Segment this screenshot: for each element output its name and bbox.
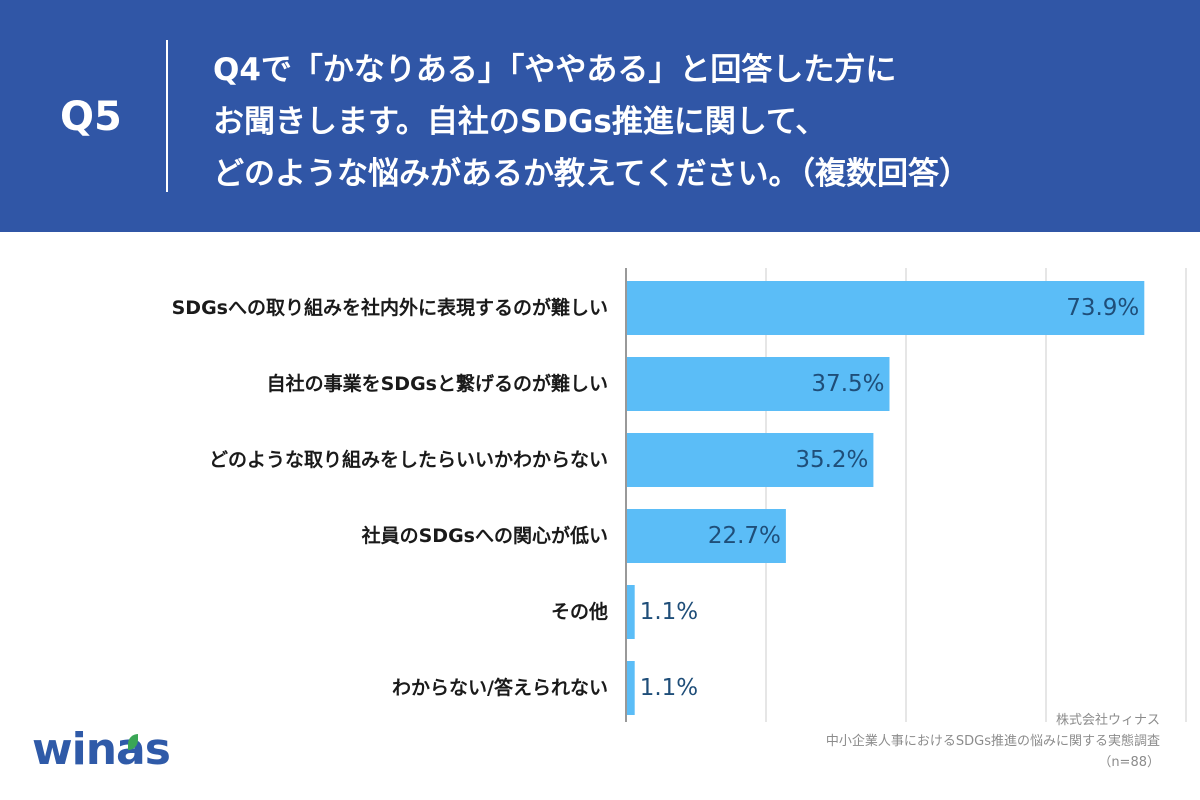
value-label: 37.5% — [811, 371, 884, 397]
value-label: 35.2% — [795, 447, 868, 473]
bar-chart: SDGsへの取り組みを社内外に表現するのが難しい 73.9% 自社の事業をSDGsと… — [172, 268, 1187, 722]
question-line: お聞きします。自社のSDGs推進に関して、 — [213, 104, 827, 140]
category-label: 自社の事業をSDGsと繋げるのが難しい — [267, 372, 608, 395]
category-label: どのような取り組みをしたらいいかわからない — [209, 448, 608, 471]
category-label: わからない/答えられない — [392, 676, 608, 699]
header-divider — [166, 40, 168, 192]
bar — [627, 585, 635, 639]
value-label: 1.1% — [640, 599, 698, 625]
value-label: 1.1% — [640, 675, 698, 701]
question-header: Q5 Q4で「かなりある」「ややある」と回答した方に お聞きします。自社のSDG… — [0, 0, 1200, 232]
value-label: 22.7% — [708, 523, 781, 549]
category-label: SDGsへの取り組みを社内外に表現するのが難しい — [172, 296, 608, 319]
bar — [627, 433, 874, 487]
chart-panel: SDGsへの取り組みを社内外に表現するのが難しい 73.9% 自社の事業をSDGsと… — [0, 232, 1200, 800]
winas-logo: winas — [32, 724, 171, 775]
question-text: Q4で「かなりある」「ややある」と回答した方に お聞きします。自社のSDGs推進… — [213, 44, 1173, 200]
question-line: どのような悩みがあるか教えてください。（複数回答） — [213, 156, 971, 192]
source-company: 株式会社ウィナス — [1055, 713, 1160, 728]
bar — [627, 509, 786, 563]
question-line: Q4で「かなりある」「ややある」と回答した方に — [213, 52, 897, 88]
source-sample-size: （n=88） — [1098, 755, 1160, 770]
category-label: その他 — [551, 600, 608, 623]
bar — [627, 281, 1145, 335]
leaf-icon — [128, 734, 138, 750]
bar — [627, 661, 635, 715]
bar — [627, 357, 890, 411]
question-number: Q5 — [60, 94, 122, 140]
category-label: 社員のSDGsへの関心が低い — [361, 524, 608, 547]
value-label: 73.9% — [1066, 295, 1139, 321]
source-survey: 中小企業人事におけるSDGs推進の悩みに関する実態調査 — [825, 734, 1160, 749]
source-note: 株式会社ウィナス 中小企業人事におけるSDGs推進の悩みに関する実態調査 （n=… — [560, 710, 1160, 773]
